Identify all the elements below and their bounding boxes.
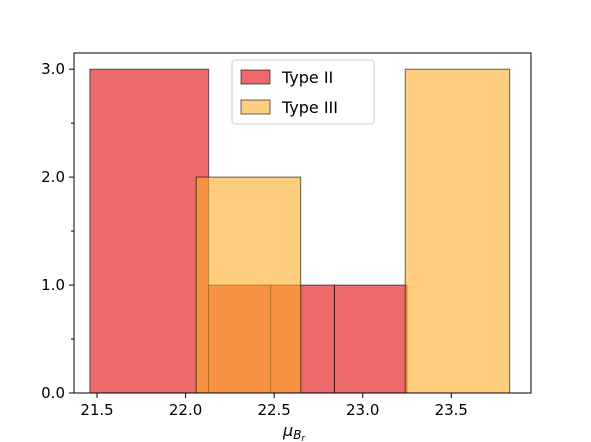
plot-frame	[73, 52, 532, 394]
y-tick-label-1: 1.0	[41, 276, 65, 294]
x-tick-label-3: 23.0	[346, 401, 379, 419]
bars-layer	[89, 68, 511, 394]
legend: Type II Type III	[231, 59, 375, 125]
bar-series-0-bin-3	[333, 284, 408, 394]
x-tick-label-4: 23.5	[435, 401, 468, 419]
x-axis-label-subscript: B	[293, 428, 301, 442]
bar-series-0-bin-0	[89, 68, 210, 394]
x-tick-label-0: 21.5	[80, 401, 113, 419]
bar-series-1-bin-2	[404, 68, 511, 394]
x-axis-label: μBr	[282, 421, 306, 442]
bar-series-1-bin-0	[195, 176, 302, 394]
legend-swatch-type-ii	[240, 69, 271, 85]
legend-label-type-ii: Type II	[281, 68, 333, 87]
x-tick-label-2: 22.5	[257, 401, 290, 419]
axes-layer: 21.5 22.0 22.5 23.0 23.5 0.0 1.0 2.0 3.0	[41, 60, 468, 419]
legend-label-type-iii: Type III	[281, 98, 338, 117]
x-axis-label-symbol: μ	[282, 421, 293, 440]
y-tick-label-0: 0.0	[41, 384, 65, 402]
x-axis-label-subsubscript: r	[301, 434, 306, 442]
y-tick-label-3: 3.0	[41, 60, 65, 78]
legend-swatch-type-iii	[240, 99, 271, 115]
x-tick-label-1: 22.0	[169, 401, 202, 419]
y-tick-label-2: 2.0	[41, 168, 65, 186]
